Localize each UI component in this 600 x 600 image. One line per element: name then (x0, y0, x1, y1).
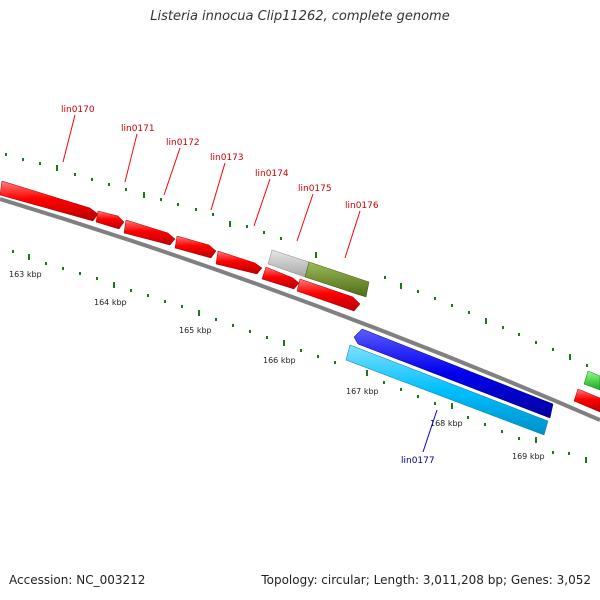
gene-label: lin0177 (401, 456, 435, 466)
gene-label: lin0176 (345, 201, 379, 211)
olive-feature[interactable] (304, 261, 370, 298)
map-title: Listeria innocua Clip11262, complete gen… (150, 9, 450, 24)
gene-label: lin0173 (210, 153, 244, 163)
topology-text: Topology: circular; (261, 573, 370, 587)
scale-label: 165 kbp (179, 326, 212, 335)
accession-text: Accession: NC_003212 (9, 573, 146, 587)
gene-lin0174[interactable] (215, 250, 263, 275)
scale-label: 164 kbp (94, 298, 127, 307)
gene-lin0177[interactable] (345, 344, 549, 436)
gene-label: lin0172 (166, 138, 200, 148)
gene-lin0171[interactable] (95, 210, 125, 230)
gene-lin0175[interactable] (261, 266, 300, 290)
gene-lin0172[interactable] (123, 219, 176, 246)
green-feature[interactable] (583, 370, 600, 391)
leader-lines (62, 114, 438, 453)
forward-genes (0, 180, 600, 413)
scale-tick-ring (12, 250, 587, 463)
scale-label: 163 kbp (9, 270, 42, 279)
gene-labels: lin0170 lin0171 lin0172 lin0173 lin0174 … (61, 105, 435, 466)
gene-lin0177-blue[interactable] (353, 328, 554, 419)
scale-label: 167 kbp (346, 387, 379, 396)
gene-label: lin0174 (255, 169, 289, 179)
backbone-line (0, 197, 600, 422)
scale-labels: 163 kbp 164 kbp 165 kbp 166 kbp 167 kbp … (9, 270, 545, 461)
scale-label: 168 kbp (430, 419, 463, 428)
scale-label: 169 kbp (512, 452, 545, 461)
gene-label: lin0175 (298, 184, 332, 194)
gene-lin0176[interactable] (296, 278, 361, 312)
gene-lin0170[interactable] (0, 180, 99, 222)
length-text: Length: 3,011,208 bp; (373, 573, 508, 587)
scale-label: 166 kbp (263, 356, 296, 365)
gene-label: lin0170 (61, 105, 95, 115)
outer-tick-ring (5, 153, 588, 367)
gene-lin0173[interactable] (174, 235, 217, 259)
gene-right-edge[interactable] (573, 388, 600, 413)
gene-label: lin0171 (121, 124, 155, 134)
genome-stats: Topology: circular; Length: 3,011,208 bp… (261, 573, 591, 587)
genes-text: Genes: 3,052 (510, 573, 591, 587)
